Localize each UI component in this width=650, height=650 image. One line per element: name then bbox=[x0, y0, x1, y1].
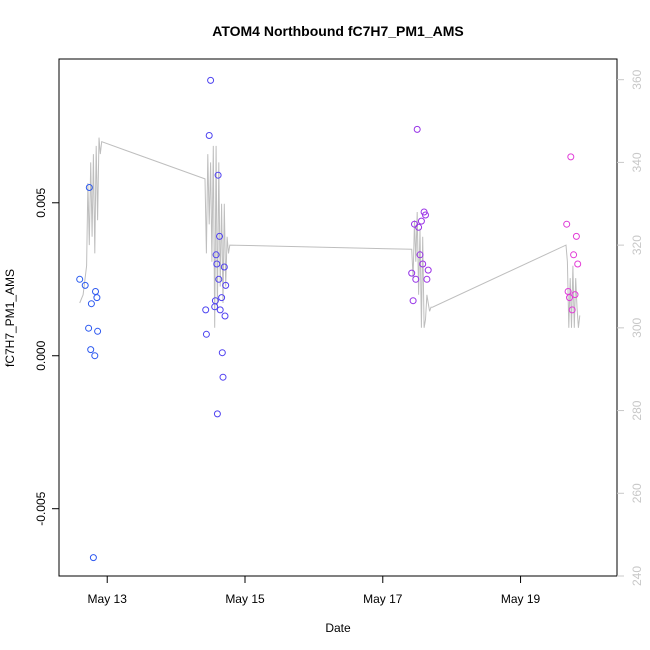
data-point bbox=[91, 352, 99, 360]
data-point bbox=[415, 223, 423, 231]
data-point bbox=[85, 324, 93, 332]
x-tick-label: May 17 bbox=[363, 592, 403, 606]
data-point bbox=[221, 312, 229, 320]
data-point bbox=[423, 275, 431, 283]
data-point bbox=[409, 297, 417, 305]
data-point bbox=[567, 153, 575, 161]
data-point bbox=[93, 294, 101, 302]
data-points-layer bbox=[76, 76, 582, 562]
data-point bbox=[408, 269, 416, 277]
data-point bbox=[92, 288, 99, 295]
data-point bbox=[211, 297, 219, 305]
data-point bbox=[89, 554, 97, 562]
data-point bbox=[419, 260, 427, 268]
data-point bbox=[218, 294, 226, 302]
data-point bbox=[417, 217, 425, 225]
data-point bbox=[85, 184, 93, 191]
data-point bbox=[207, 76, 215, 84]
y2-tick-label: 260 bbox=[630, 483, 644, 503]
data-point bbox=[213, 410, 221, 418]
data-point bbox=[574, 260, 582, 268]
data-point bbox=[568, 306, 576, 314]
y-axis-right: 240 260 280 300 320 340 360 bbox=[617, 69, 644, 586]
data-point bbox=[422, 211, 429, 219]
x-tick-label: May 15 bbox=[225, 592, 265, 606]
x-tick-label: May 19 bbox=[501, 592, 541, 606]
data-point bbox=[222, 281, 230, 289]
data-point bbox=[412, 275, 420, 283]
data-point bbox=[213, 260, 221, 268]
data-point bbox=[216, 306, 224, 314]
data-point bbox=[572, 232, 580, 240]
data-point bbox=[215, 275, 223, 283]
y2-tick-label: 340 bbox=[630, 152, 644, 172]
y2-tick-label: 240 bbox=[630, 566, 644, 586]
secondary-series-line bbox=[79, 137, 581, 328]
data-point bbox=[566, 294, 573, 302]
data-point bbox=[212, 251, 220, 259]
y2-tick-label: 300 bbox=[630, 318, 644, 338]
data-point bbox=[202, 330, 210, 338]
data-point bbox=[570, 251, 578, 259]
x-axis-label: Date bbox=[325, 621, 351, 635]
data-point bbox=[205, 132, 213, 139]
data-point bbox=[214, 171, 222, 179]
secondary-series-layer bbox=[79, 137, 581, 328]
data-point bbox=[220, 263, 228, 271]
x-tick-label: May 13 bbox=[88, 592, 128, 606]
data-point bbox=[94, 327, 102, 335]
plot-frame bbox=[58, 58, 618, 577]
y-tick-label: 0.005 bbox=[34, 187, 48, 217]
data-point bbox=[202, 306, 210, 314]
y2-tick-label: 280 bbox=[630, 400, 644, 420]
y-axis-label: fC7H7_PM1_AMS bbox=[3, 269, 17, 367]
data-point bbox=[87, 300, 95, 308]
y2-tick-label: 360 bbox=[630, 69, 644, 89]
data-point bbox=[563, 220, 571, 228]
y-axis-left: -0.005 0.000 0.005 bbox=[34, 187, 59, 526]
data-point bbox=[416, 251, 424, 259]
y2-tick-label: 320 bbox=[630, 235, 644, 255]
data-point bbox=[413, 125, 421, 133]
data-point bbox=[76, 275, 84, 283]
chart-title: ATOM4 Northbound fC7H7_PM1_AMS bbox=[212, 23, 464, 39]
y-tick-label: -0.005 bbox=[34, 491, 48, 525]
x-axis: May 13 May 15 May 17 May 19 bbox=[88, 576, 541, 606]
data-point bbox=[571, 291, 579, 299]
data-point bbox=[219, 373, 227, 381]
data-point bbox=[81, 281, 89, 289]
y-tick-label: 0.000 bbox=[34, 340, 48, 370]
data-point bbox=[424, 266, 432, 274]
data-point bbox=[87, 346, 95, 354]
data-point bbox=[216, 232, 223, 240]
data-point bbox=[218, 349, 226, 357]
